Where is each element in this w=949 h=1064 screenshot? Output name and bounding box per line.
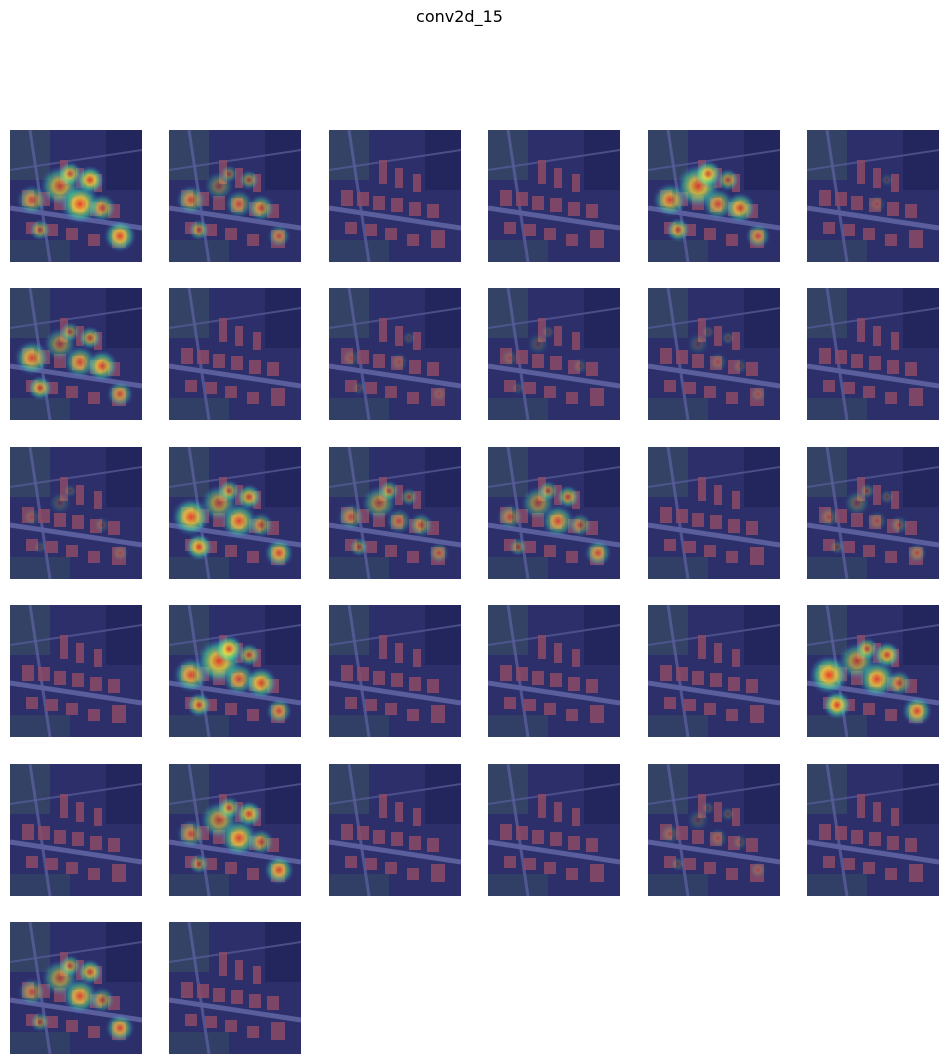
feature-map-tile bbox=[10, 605, 142, 737]
feature-map-tile bbox=[10, 447, 142, 579]
feature-map-tile bbox=[169, 764, 301, 896]
feature-map-tile bbox=[169, 605, 301, 737]
feature-map-image bbox=[169, 605, 301, 737]
feature-map-tile bbox=[329, 605, 461, 737]
feature-map-tile bbox=[648, 605, 780, 737]
feature-map-image bbox=[488, 764, 620, 896]
feature-map-image bbox=[10, 288, 142, 420]
feature-map-tile bbox=[488, 447, 620, 579]
feature-map-tile bbox=[10, 288, 142, 420]
feature-map-tile bbox=[488, 130, 620, 262]
feature-map-tile bbox=[169, 447, 301, 579]
feature-map-tile bbox=[329, 447, 461, 579]
feature-map-image bbox=[807, 447, 939, 579]
feature-map-image bbox=[169, 922, 301, 1054]
feature-map-image bbox=[488, 130, 620, 262]
feature-map-image bbox=[807, 130, 939, 262]
feature-map-image bbox=[10, 764, 142, 896]
feature-map-image bbox=[10, 922, 142, 1054]
feature-map-tile bbox=[807, 764, 939, 896]
feature-map-tile bbox=[488, 288, 620, 420]
feature-map-image bbox=[10, 447, 142, 579]
feature-map-tile bbox=[169, 130, 301, 262]
feature-map-image bbox=[10, 130, 142, 262]
feature-map-image bbox=[329, 764, 461, 896]
feature-map-tile bbox=[10, 130, 142, 262]
feature-map-tile bbox=[648, 764, 780, 896]
feature-map-image bbox=[169, 764, 301, 896]
feature-map-tile bbox=[10, 764, 142, 896]
feature-map-image bbox=[10, 605, 142, 737]
feature-map-image bbox=[329, 447, 461, 579]
feature-map-image bbox=[169, 130, 301, 262]
feature-map-image bbox=[648, 130, 780, 262]
feature-map-image bbox=[488, 447, 620, 579]
feature-map-image bbox=[807, 605, 939, 737]
feature-map-image bbox=[169, 288, 301, 420]
feature-map-image bbox=[648, 764, 780, 896]
feature-map-image bbox=[329, 605, 461, 737]
feature-map-image bbox=[169, 447, 301, 579]
feature-map-tile bbox=[807, 130, 939, 262]
figure-title: conv2d_15 bbox=[416, 7, 503, 26]
feature-map-tile bbox=[807, 447, 939, 579]
feature-map-tile bbox=[648, 130, 780, 262]
feature-map-image bbox=[807, 288, 939, 420]
feature-map-tile bbox=[329, 764, 461, 896]
feature-map-tile bbox=[329, 288, 461, 420]
feature-map-tile bbox=[10, 922, 142, 1054]
feature-map-tile bbox=[329, 130, 461, 262]
feature-map-tile bbox=[807, 288, 939, 420]
feature-map-image bbox=[807, 764, 939, 896]
feature-map-image bbox=[329, 130, 461, 262]
feature-map-tile bbox=[169, 288, 301, 420]
feature-map-image bbox=[329, 288, 461, 420]
feature-map-image bbox=[648, 447, 780, 579]
feature-map-tile bbox=[648, 288, 780, 420]
feature-map-tile bbox=[488, 605, 620, 737]
feature-map-image bbox=[488, 288, 620, 420]
feature-map-image bbox=[648, 605, 780, 737]
feature-map-tile bbox=[488, 764, 620, 896]
feature-map-tile bbox=[169, 922, 301, 1054]
feature-map-tile bbox=[807, 605, 939, 737]
feature-map-tile bbox=[648, 447, 780, 579]
feature-map-image bbox=[488, 605, 620, 737]
feature-map-image bbox=[648, 288, 780, 420]
